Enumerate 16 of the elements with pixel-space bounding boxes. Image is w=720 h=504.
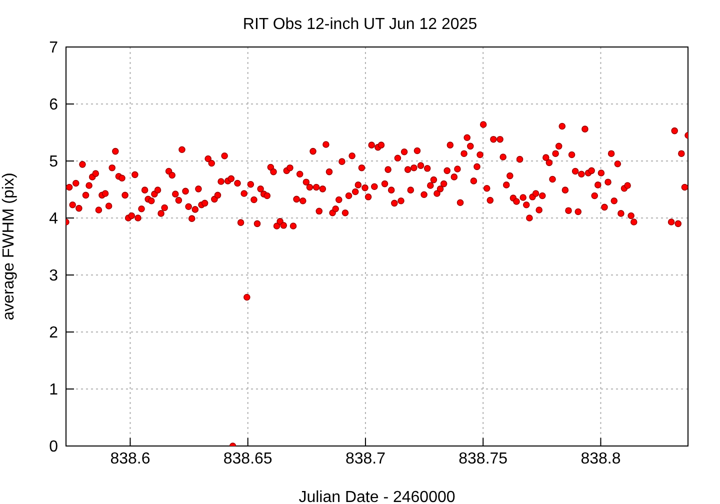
y-tick-label: 1 [49,382,58,399]
y-tick-label: 2 [49,324,58,342]
x-tick-label: 838.75 [458,450,508,468]
x-tick-label: 838.7 [345,450,386,468]
y-tick-label: 5 [49,154,58,171]
x-axis-title: Julian Date - 2460000 [298,489,456,504]
x-tick-label: 838.6 [110,450,150,468]
chart-title: RIT Obs 12-inch UT Jun 12 2025 [242,16,478,34]
y-tick-label: 6 [49,96,58,114]
x-tick-label: 838.65 [223,450,272,468]
y-tick-label: 0 [49,438,58,456]
y-tick-label: 7 [49,40,58,57]
x-tick-label: 838.8 [580,450,621,468]
y-tick-label: 4 [49,210,58,228]
y-tick-label: 3 [49,268,58,285]
y-axis-title: average FWHM (pix) [0,172,18,320]
